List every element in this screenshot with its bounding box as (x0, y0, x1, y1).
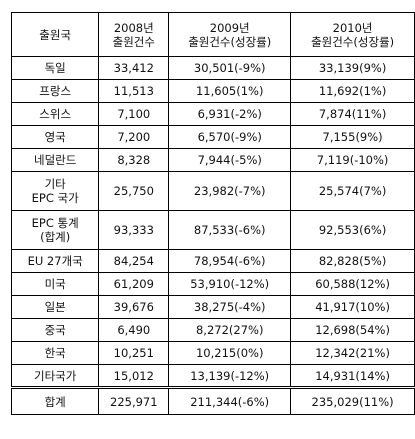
country-cell: 미국 (10, 272, 100, 296)
country-cell: 영국 (10, 125, 100, 149)
value-y2008: 33,412 (98, 56, 170, 80)
country-label: 영국 (44, 130, 66, 144)
total-2009: 211,344(-6%) (168, 386, 292, 415)
table-row: 한국 10,251 10,215(0%) 12,342(21%) (10, 341, 415, 365)
country-cell: 일본 (10, 295, 100, 319)
header-2008-sub: 출원건수 (112, 34, 155, 49)
value-y2009: 8,272(27%) (168, 318, 292, 342)
header-2010-year: 2010년 (332, 20, 373, 35)
header-2009-sub: 출원건수(성장률) (188, 34, 272, 49)
value-y2009: 6,570(-9%) (168, 125, 292, 149)
header-2008-year: 2008년 (113, 20, 154, 35)
value-y2010: 41,917(10%) (290, 295, 415, 319)
country-label: EPC 통계 (31, 216, 79, 230)
table-row: 중국 6,490 8,272(27%) 12,698(54%) (10, 318, 415, 342)
value-y2008: 93,333 (98, 210, 170, 250)
value-y2008: 7,200 (98, 125, 170, 149)
country-cell: EPC 통계 (합계) (10, 210, 100, 250)
country-label: 일본 (44, 300, 66, 314)
total-label: 합계 (10, 386, 100, 415)
value-y2010: 12,698(54%) (290, 318, 415, 342)
value-y2008: 15,012 (98, 364, 170, 388)
value-y2009: 78,954(-6%) (168, 249, 292, 273)
value-y2010: 25,574(7%) (290, 171, 415, 211)
country-cell: 프랑스 (10, 79, 100, 103)
value-y2010: 7,874(11%) (290, 102, 415, 126)
total-2008: 225,971 (98, 386, 170, 415)
country-cell: 기타 EPC 국가 (10, 171, 100, 211)
country-cell: 독일 (10, 56, 100, 80)
table-row: 일본 39,676 38,275(-4%) 41,917(10%) (10, 295, 415, 319)
value-y2008: 84,254 (98, 249, 170, 273)
table-row: 영국 7,200 6,570(-9%) 7,155(9%) (10, 125, 415, 149)
country-label: 중국 (44, 323, 66, 337)
value-y2010: 12,342(21%) (290, 341, 415, 365)
country-label: 한국 (44, 346, 66, 360)
value-y2009: 13,139(-12%) (168, 364, 292, 388)
value-y2008: 6,490 (98, 318, 170, 342)
value-y2009: 23,982(-7%) (168, 171, 292, 211)
table-row: 네덜란드 8,328 7,944(-5%) 7,119(-10%) (10, 148, 415, 172)
value-y2008: 39,676 (98, 295, 170, 319)
country-cell: 중국 (10, 318, 100, 342)
patent-application-table: 출원국 2008년 출원건수 2009년 출원건수(성장률) 2010년 출원건… (10, 12, 415, 415)
country-label: 스위스 (39, 107, 72, 121)
header-2009: 2009년 출원건수(성장률) (168, 12, 292, 57)
table-row: 독일 33,412 30,501(-9%) 33,139(9%) (10, 56, 415, 80)
value-y2009: 10,215(0%) (168, 341, 292, 365)
value-y2009: 38,275(-4%) (168, 295, 292, 319)
header-2008: 2008년 출원건수 (98, 12, 170, 57)
value-y2009: 87,533(-6%) (168, 210, 292, 250)
country-label: 미국 (44, 277, 66, 291)
country-cell: 기타국가 (10, 364, 100, 388)
country-label: 독일 (44, 61, 66, 75)
value-y2009: 6,931(-2%) (168, 102, 292, 126)
value-y2010: 33,139(9%) (290, 56, 415, 80)
header-2010: 2010년 출원건수(성장률) (290, 12, 415, 57)
country-label: 프랑스 (39, 84, 72, 98)
value-y2010: 7,119(-10%) (290, 148, 415, 172)
value-y2010: 11,692(1%) (290, 79, 415, 103)
table-row: 스위스 7,100 6,931(-2%) 7,874(11%) (10, 102, 415, 126)
table-row: 기타 EPC 국가 25,750 23,982(-7%) 25,574(7%) (10, 171, 415, 211)
country-label: (합계) (40, 230, 71, 244)
table-row: 미국 61,209 53,910(-12%) 60,588(12%) (10, 272, 415, 296)
header-row: 출원국 2008년 출원건수 2009년 출원건수(성장률) 2010년 출원건… (10, 12, 415, 57)
table-row: EU 27개국 84,254 78,954(-6%) 82,828(5%) (10, 249, 415, 273)
value-y2009: 30,501(-9%) (168, 56, 292, 80)
value-y2010: 60,588(12%) (290, 272, 415, 296)
value-y2010: 92,553(6%) (290, 210, 415, 250)
total-2010: 235,029(11%) (290, 386, 415, 415)
value-y2009: 7,944(-5%) (168, 148, 292, 172)
table-row: 프랑스 11,513 11,605(1%) 11,692(1%) (10, 79, 415, 103)
country-cell: 스위스 (10, 102, 100, 126)
value-y2009: 11,605(1%) (168, 79, 292, 103)
value-y2008: 61,209 (98, 272, 170, 296)
value-y2008: 11,513 (98, 79, 170, 103)
country-label: 기타국가 (34, 368, 77, 383)
country-label: 네덜란드 (34, 153, 77, 167)
country-label: EU 27개국 (27, 254, 83, 268)
value-y2008: 25,750 (98, 171, 170, 211)
country-cell: 한국 (10, 341, 100, 365)
value-y2010: 82,828(5%) (290, 249, 415, 273)
value-y2010: 14,931(14%) (290, 364, 415, 388)
value-y2008: 8,328 (98, 148, 170, 172)
table-row: 기타국가 15,012 13,139(-12%) 14,931(14%) (10, 364, 415, 388)
value-y2008: 10,251 (98, 341, 170, 365)
country-label: 기타 (44, 177, 66, 191)
header-2009-year: 2009년 (209, 20, 250, 35)
header-2010-sub: 출원건수(성장률) (311, 34, 395, 49)
value-y2010: 7,155(9%) (290, 125, 415, 149)
country-cell: 네덜란드 (10, 148, 100, 172)
country-label: EPC 국가 (31, 191, 79, 205)
country-cell: EU 27개국 (10, 249, 100, 273)
table-row: EPC 통계 (합계) 93,333 87,533(-6%) 92,553(6%) (10, 210, 415, 250)
total-row: 합계 225,971 211,344(-6%) 235,029(11%) (10, 386, 415, 415)
value-y2009: 53,910(-12%) (168, 272, 292, 296)
value-y2008: 7,100 (98, 102, 170, 126)
header-country: 출원국 (10, 12, 100, 57)
